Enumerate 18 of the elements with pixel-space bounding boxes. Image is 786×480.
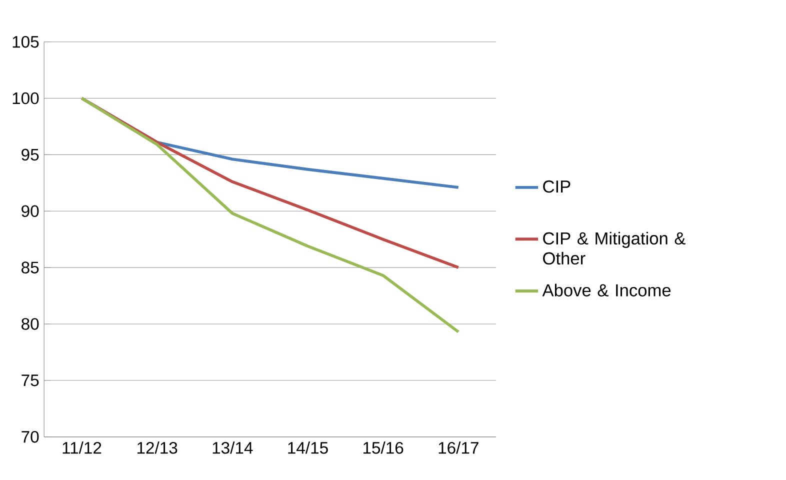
y-tick-label: 105 [12,36,39,48]
x-tick-label: 13/14 [212,442,253,454]
y-tick-label: 80 [22,318,39,330]
y-tick-label: 70 [22,430,39,443]
legend-label: CIP [543,180,570,193]
x-tick-label: 12/13 [137,442,178,454]
y-tick-label: 75 [22,374,39,386]
x-tick-label: 16/17 [438,442,478,454]
y-tick-label: 95 [22,148,39,161]
legend-label: CIP & Mitigation & Other [543,232,686,265]
legend-label: Above & Income [542,284,671,296]
line-series [80,96,460,334]
y-tick-label: 85 [22,262,39,274]
x-tick-label: 11/12 [62,442,102,454]
x-tick-label: 15/16 [363,442,404,454]
y-tick-label: 100 [12,92,39,104]
x-tick-label: 14/15 [288,442,328,454]
y-tick-label: 90 [22,205,39,218]
